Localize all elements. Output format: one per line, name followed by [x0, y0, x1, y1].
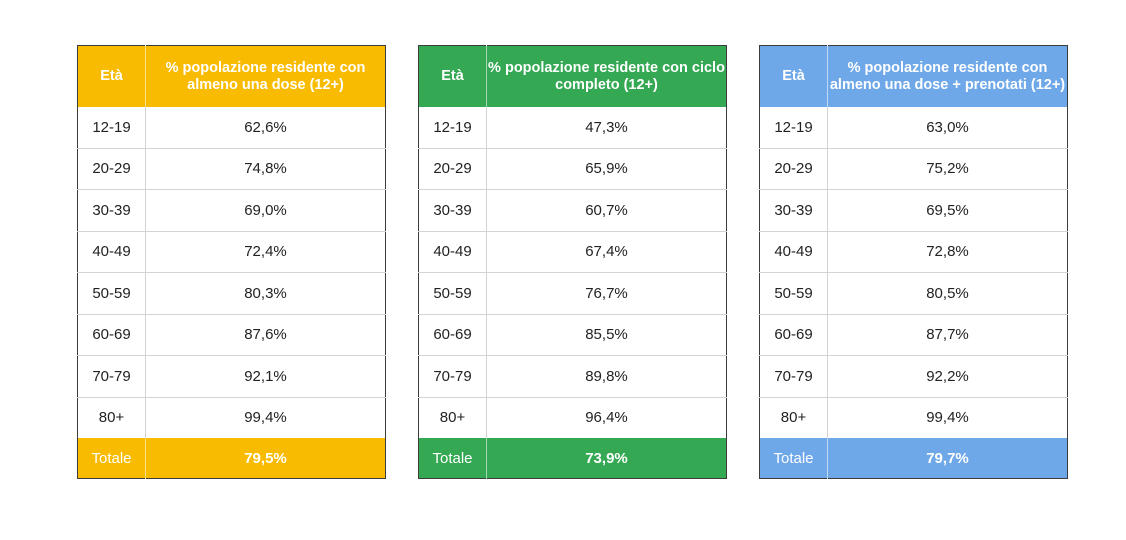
- table-row: 80+ 96,4%: [418, 397, 727, 438]
- table-row: 40-49 72,8%: [759, 231, 1068, 273]
- age-cell: 80+: [418, 397, 487, 438]
- percentage-cell: 74,8%: [145, 148, 386, 190]
- table-row: 60-69 87,7%: [759, 314, 1068, 356]
- percentage-cell: 85,5%: [486, 314, 727, 356]
- total-row: Totale 73,9%: [418, 438, 727, 479]
- percentage-cell: 72,8%: [827, 231, 1068, 273]
- table-row: 12-19 63,0%: [759, 107, 1068, 149]
- age-cell: 60-69: [77, 314, 146, 356]
- age-cell: 30-39: [77, 189, 146, 232]
- age-cell: 12-19: [418, 107, 487, 149]
- vaccination-table-one-dose: Età % popolazione residente con almeno u…: [77, 45, 386, 479]
- percentage-cell: 65,9%: [486, 148, 727, 190]
- total-value: 73,9%: [486, 438, 727, 479]
- table-row: 12-19 62,6%: [77, 107, 386, 149]
- table-row: 30-39 69,5%: [759, 189, 1068, 232]
- total-value: 79,7%: [827, 438, 1068, 479]
- percentage-cell: 76,7%: [486, 272, 727, 315]
- table-header-row: Età % popolazione residente con ciclo co…: [418, 45, 727, 107]
- percentage-cell: 60,7%: [486, 189, 727, 232]
- age-cell: 50-59: [77, 272, 146, 315]
- age-cell: 80+: [759, 397, 828, 438]
- percentage-column-header: % popolazione residente con almeno una d…: [827, 45, 1068, 107]
- table-row: 20-29 65,9%: [418, 148, 727, 190]
- table-row: 50-59 76,7%: [418, 272, 727, 315]
- age-cell: 50-59: [759, 272, 828, 315]
- table-row: 70-79 92,2%: [759, 355, 1068, 398]
- age-cell: 40-49: [418, 231, 487, 273]
- percentage-column-header: % popolazione residente con ciclo comple…: [486, 45, 727, 107]
- total-row: Totale 79,7%: [759, 438, 1068, 479]
- age-cell: 20-29: [418, 148, 487, 190]
- vaccination-table-full-cycle: Età % popolazione residente con ciclo co…: [418, 45, 727, 479]
- vaccination-table-dose-plus-booked: Età % popolazione residente con almeno u…: [759, 45, 1068, 479]
- percentage-cell: 99,4%: [827, 397, 1068, 438]
- percentage-cell: 80,3%: [145, 272, 386, 315]
- table-row: 40-49 67,4%: [418, 231, 727, 273]
- age-cell: 70-79: [759, 355, 828, 398]
- percentage-cell: 99,4%: [145, 397, 386, 438]
- percentage-cell: 92,2%: [827, 355, 1068, 398]
- age-cell: 40-49: [759, 231, 828, 273]
- age-cell: 12-19: [759, 107, 828, 149]
- percentage-cell: 72,4%: [145, 231, 386, 273]
- age-cell: 70-79: [77, 355, 146, 398]
- age-cell: 20-29: [77, 148, 146, 190]
- age-column-header: Età: [77, 45, 146, 107]
- percentage-cell: 69,5%: [827, 189, 1068, 232]
- age-column-header: Età: [418, 45, 487, 107]
- percentage-cell: 92,1%: [145, 355, 386, 398]
- table-row: 12-19 47,3%: [418, 107, 727, 149]
- table-row: 60-69 85,5%: [418, 314, 727, 356]
- table-header-row: Età % popolazione residente con almeno u…: [77, 45, 386, 107]
- percentage-cell: 87,7%: [827, 314, 1068, 356]
- table-row: 80+ 99,4%: [77, 397, 386, 438]
- table-row: 20-29 75,2%: [759, 148, 1068, 190]
- percentage-cell: 62,6%: [145, 107, 386, 149]
- table-row: 70-79 89,8%: [418, 355, 727, 398]
- total-row: Totale 79,5%: [77, 438, 386, 479]
- percentage-cell: 63,0%: [827, 107, 1068, 149]
- total-label: Totale: [418, 438, 487, 479]
- table-row: 40-49 72,4%: [77, 231, 386, 273]
- age-column-header: Età: [759, 45, 828, 107]
- percentage-cell: 87,6%: [145, 314, 386, 356]
- age-cell: 50-59: [418, 272, 487, 315]
- age-cell: 80+: [77, 397, 146, 438]
- table-row: 50-59 80,3%: [77, 272, 386, 315]
- age-cell: 40-49: [77, 231, 146, 273]
- percentage-cell: 69,0%: [145, 189, 386, 232]
- age-cell: 30-39: [418, 189, 487, 232]
- age-cell: 70-79: [418, 355, 487, 398]
- table-header-row: Età % popolazione residente con almeno u…: [759, 45, 1068, 107]
- table-row: 20-29 74,8%: [77, 148, 386, 190]
- percentage-cell: 47,3%: [486, 107, 727, 149]
- total-value: 79,5%: [145, 438, 386, 479]
- table-row: 30-39 69,0%: [77, 189, 386, 232]
- percentage-cell: 89,8%: [486, 355, 727, 398]
- percentage-cell: 80,5%: [827, 272, 1068, 315]
- table-row: 50-59 80,5%: [759, 272, 1068, 315]
- table-row: 70-79 92,1%: [77, 355, 386, 398]
- table-row: 60-69 87,6%: [77, 314, 386, 356]
- age-cell: 60-69: [759, 314, 828, 356]
- age-cell: 60-69: [418, 314, 487, 356]
- age-cell: 20-29: [759, 148, 828, 190]
- percentage-cell: 67,4%: [486, 231, 727, 273]
- percentage-cell: 96,4%: [486, 397, 727, 438]
- table-row: 80+ 99,4%: [759, 397, 1068, 438]
- total-label: Totale: [759, 438, 828, 479]
- percentage-column-header: % popolazione residente con almeno una d…: [145, 45, 386, 107]
- total-label: Totale: [77, 438, 146, 479]
- table-row: 30-39 60,7%: [418, 189, 727, 232]
- age-cell: 12-19: [77, 107, 146, 149]
- age-cell: 30-39: [759, 189, 828, 232]
- percentage-cell: 75,2%: [827, 148, 1068, 190]
